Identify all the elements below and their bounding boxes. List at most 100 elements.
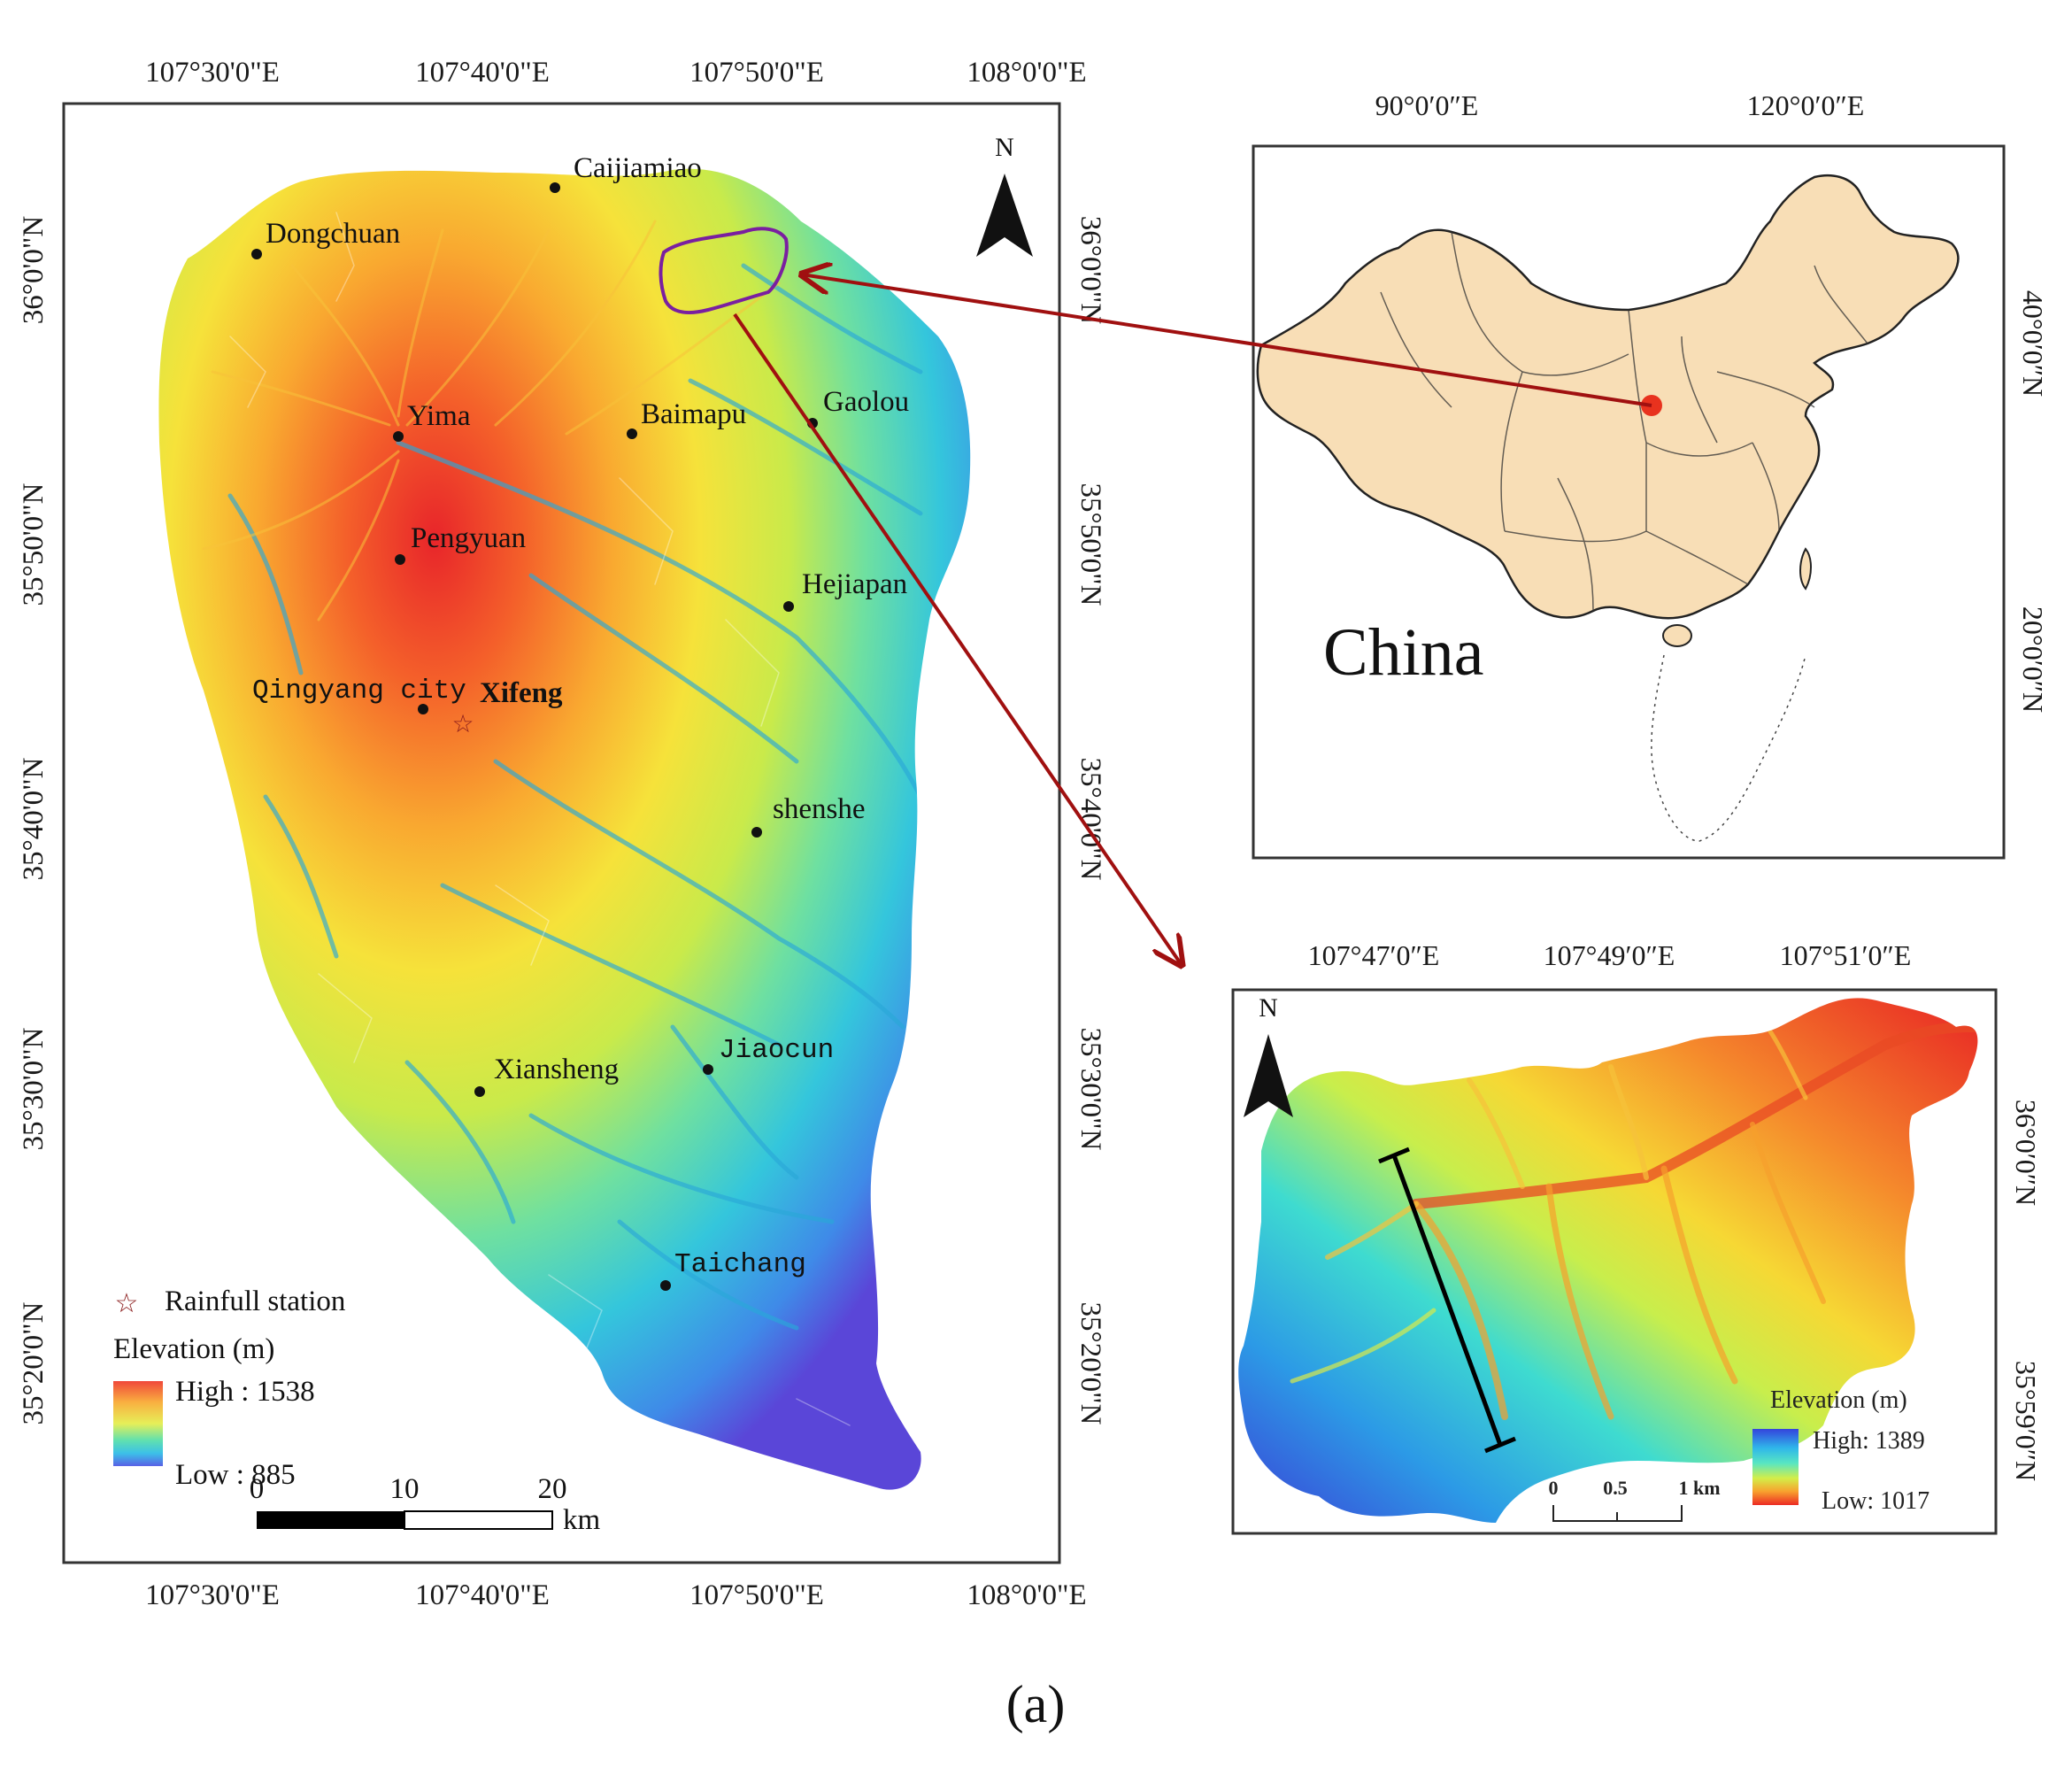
place-qingyang-city: Qingyang city	[252, 676, 466, 714]
place-jiaocun: Jiaocun	[703, 1035, 834, 1075]
china-outline	[1256, 174, 1960, 620]
place-baimapu: Baimapu	[627, 398, 746, 439]
cross-section-line	[1378, 1146, 1516, 1454]
lat-tick-right-1: 35°50'0"N	[1075, 483, 1106, 606]
basin-legend-ramp	[1752, 1429, 1799, 1505]
south-china-sea-line	[1651, 654, 1806, 842]
lon-tick-top-0: 107°30'0"E	[145, 57, 280, 89]
main-map-scalebar: 0 10 20 km	[250, 1473, 601, 1536]
gully-network	[202, 212, 923, 1426]
basin-dem	[1238, 998, 1978, 1523]
place-yima: Yima	[393, 400, 471, 442]
lon-tick-bottom-3: 108°0'0"E	[967, 1579, 1086, 1611]
lon-tick-top-3: 108°0'0"E	[967, 57, 1086, 89]
place-label-hejiapan: Hejiapan	[802, 568, 907, 600]
china-lat-tick-1: 20°0′0″N	[2017, 606, 2049, 713]
arrow-basin-to-inset	[733, 313, 1182, 965]
basin-elevation-surface	[1238, 998, 1978, 1523]
lat-tick-right-4: 35°20'0"N	[1075, 1302, 1106, 1425]
place-label-shenshe: shenshe	[773, 793, 865, 825]
lon-tick-bottom-0: 107°30'0"E	[145, 1579, 280, 1611]
place-label-jiaocun: Jiaocun	[719, 1035, 834, 1066]
north-arrow-icon	[976, 174, 1005, 257]
place-markers: Caijiamiao Dongchuan Yima Baimapu Gaolou…	[251, 152, 909, 1291]
main-map-lon-ticks-bottom: 107°30'0"E 107°40'0"E 107°50'0"E 108°0'0…	[145, 1579, 1087, 1611]
lon-tick-top-1: 107°40'0"E	[415, 57, 550, 89]
place-label-xiansheng: Xiansheng	[494, 1054, 619, 1085]
lon-tick-top-2: 107°50'0"E	[689, 57, 824, 89]
lat-tick-right-0: 36°0'0"N	[1075, 216, 1106, 325]
basin-legend: Elevation (m) High: 1389 Low: 1017	[1752, 1386, 1930, 1515]
lat-tick-left-3: 35°30'0"N	[18, 1027, 50, 1150]
elevation-raster	[158, 168, 971, 1490]
basin-lon-tick-2: 107°51′0″E	[1780, 939, 1912, 971]
basin-scalebar-tick-0: 0	[1549, 1477, 1559, 1499]
loess-plateau-region	[158, 168, 971, 1490]
legend-high-label: High : 1538	[175, 1376, 315, 1408]
main-map-lon-ticks-top: 107°30'0"E 107°40'0"E 107°50'0"E 108°0'0…	[145, 57, 1087, 89]
china-label: China	[1323, 615, 1484, 690]
legend-station-label: Rainfull station	[165, 1285, 345, 1317]
place-label-gaolou: Gaolou	[823, 386, 909, 418]
basin-legend-low: Low: 1017	[1822, 1487, 1930, 1515]
place-taichang: Taichang	[660, 1249, 806, 1291]
china-map	[1256, 174, 1960, 842]
lon-tick-bottom-1: 107°40'0"E	[415, 1579, 550, 1611]
legend-elevation-title: Elevation (m)	[113, 1333, 274, 1365]
place-shenshe: shenshe	[751, 793, 865, 838]
place-label-xifeng: Xifeng	[480, 677, 563, 709]
basin-gully-network	[1290, 1022, 1978, 1420]
lat-tick-right-3: 35°30'0"N	[1075, 1028, 1106, 1151]
place-label-qingyang-city: Qingyang city	[252, 676, 466, 706]
place-hejiapan: Hejiapan	[783, 568, 907, 612]
scalebar-segment-black	[257, 1511, 404, 1529]
place-dongchuan: Dongchuan	[251, 218, 400, 259]
arrow-china-to-basin	[802, 274, 1652, 407]
north-arrow-basin: N	[1244, 993, 1293, 1117]
study-basin-outline	[659, 227, 789, 314]
china-lon-tick-0: 90°0′0″E	[1375, 89, 1479, 121]
basin-lat-tick-0: 36°0′0″N	[2010, 1100, 2042, 1206]
north-label-main: N	[995, 133, 1014, 162]
basin-scalebar-tick-05: 0.5	[1603, 1477, 1628, 1499]
main-map-legend: ☆ Rainfull station Elevation (m) High : …	[113, 1285, 345, 1491]
main-map-lat-ticks-left: 36°0'0"N 35°50'0"N 35°40'0"N 35°30'0"N 3…	[18, 216, 50, 1425]
place-label-caijiamiao: Caijiamiao	[574, 152, 702, 184]
place-xiansheng: Xiansheng	[474, 1054, 619, 1097]
basin-legend-high: High: 1389	[1813, 1427, 1925, 1455]
place-label-taichang: Taichang	[674, 1249, 806, 1280]
place-pengyuan: Pengyuan	[395, 522, 526, 565]
rainfall-station-legend-icon: ☆	[115, 1289, 139, 1318]
place-label-yima: Yima	[407, 400, 471, 432]
place-label-baimapu: Baimapu	[641, 398, 746, 430]
scalebar-tick-20: 20	[538, 1473, 567, 1505]
scalebar-unit: km	[563, 1504, 601, 1536]
basin-scalebar: 0 0.5 1 km	[1549, 1477, 1721, 1522]
lon-tick-bottom-2: 107°50'0"E	[689, 1579, 824, 1611]
province-boundaries	[1380, 231, 1868, 612]
place-label-dongchuan: Dongchuan	[266, 218, 400, 250]
lat-tick-left-0: 36°0'0"N	[18, 216, 50, 325]
taiwan-island	[1799, 547, 1812, 591]
place-gaolou: Gaolou	[807, 386, 909, 428]
basin-scalebar-tick-1km: 1 km	[1678, 1477, 1720, 1499]
place-caijiamiao: Caijiamiao	[550, 152, 702, 193]
rainfall-station-star-icon: ☆	[451, 711, 474, 738]
lat-tick-left-1: 35°50'0"N	[18, 483, 50, 606]
main-map: 107°30'0"E 107°40'0"E 107°50'0"E 108°0'0…	[18, 57, 1106, 1611]
basin-inset: 107°47′0″E 107°49′0″E 107°51′0″E 36°0′0″…	[1231, 939, 2042, 1535]
china-inset: 90°0′0″E 120°0′0″E 40°0′0″N 20°0′0″N	[1252, 89, 2049, 860]
figure-caption: (a)	[1006, 1675, 1066, 1733]
basin-lon-tick-0: 107°47′0″E	[1308, 939, 1440, 971]
north-label-basin: N	[1259, 993, 1278, 1023]
main-map-lat-ticks-right: 36°0'0"N 35°50'0"N 35°40'0"N 35°30'0"N 3…	[1075, 216, 1106, 1425]
scalebar-tick-10: 10	[390, 1473, 420, 1505]
legend-elevation-ramp	[113, 1381, 163, 1466]
rainfall-station-xifeng: ☆ Xifeng	[451, 677, 563, 738]
place-label-pengyuan: Pengyuan	[411, 522, 526, 554]
basin-north-arrow-icon	[1244, 1034, 1268, 1117]
hainan-island	[1662, 624, 1692, 647]
north-arrow-main: N	[976, 133, 1033, 257]
basin-lat-tick-1: 35°59′0″N	[2010, 1361, 2042, 1481]
